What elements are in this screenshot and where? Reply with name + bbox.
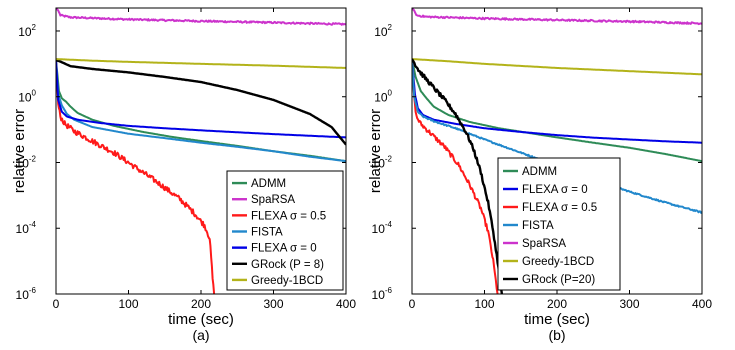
y-tick-label: 10-2 [16,154,37,170]
panel-label: (a) [192,327,209,343]
x-tick-label: 0 [53,297,60,311]
legend-label: FISTA [251,227,283,239]
x-tick-label: 400 [336,297,356,311]
x-tick-label: 300 [263,297,283,311]
y-tick-label: 102 [18,23,36,39]
legend-label: FLEXA σ = 0 [251,243,317,255]
legend-label: Greedy-1BCD [522,256,594,268]
series-line [412,58,702,76]
series-line [412,58,504,294]
y-tick-label: 100 [374,89,392,105]
series-line [56,8,346,26]
x-tick-label: 200 [191,297,211,311]
series-line [412,59,499,294]
y-tick-label: 102 [374,23,392,39]
series-line [412,8,702,26]
series-lines [56,8,346,294]
x-axis-label: time (sec) [524,311,590,328]
chart-panel: 0 100 200 300 400 10-6 10-4 10-2 100 102 time (sec… [367,7,712,343]
y-tick-label: 10-6 [372,286,393,302]
y-tick-label: 10-4 [16,220,37,236]
x-axis-label: time (sec) [168,311,234,328]
legend-label: FISTA [522,220,554,232]
legend-label: SpaRSA [251,194,295,206]
legend-label: FLEXA σ = 0 [522,184,588,196]
legend-label: Greedy-1BCD [251,275,323,287]
legend-label: SpaRSA [522,238,566,250]
legend: ADMM SpaRSA FLEXA σ = 0.5 FISTA FLEXA σ = 0 G… [226,170,344,291]
y-tick-label: 10-2 [372,154,393,170]
series-line [412,58,702,163]
series-line [56,58,346,146]
x-tick-label: 100 [118,297,138,311]
y-tick-label: 100 [18,89,36,105]
x-tick-label: 200 [547,297,567,311]
legend-label: GRock (P=20) [522,274,595,286]
y-axis-label: relative error [11,109,28,193]
x-tick-label: 400 [692,297,712,311]
series-line [56,58,346,69]
x-tick-label: 300 [619,297,639,311]
chart-panel: 0 100 200 300 400 10-6 10-4 10-2 100 102 time (sec… [11,7,356,343]
legend-label: GRock (P = 8) [251,259,324,271]
legend-label: FLEXA σ = 0.5 [251,210,326,222]
y-tick-label: 10-6 [16,286,37,302]
x-tick-label: 100 [474,297,494,311]
legend-label: FLEXA σ = 0.5 [522,202,597,214]
y-axis-label: relative error [367,109,384,193]
panel-label: (b) [548,327,565,343]
legend: ADMM FLEXA σ = 0 FLEXA σ = 0.5 FISTA SpaRSA G… [497,157,621,291]
x-tick-label: 0 [409,297,416,311]
legend-box [497,157,621,291]
legend-label: ADMM [522,166,557,178]
legend-label: ADMM [251,178,286,190]
series-line [412,59,702,144]
y-tick-label: 10-4 [372,220,393,236]
series-line [56,60,346,163]
series-line [56,61,216,294]
series-line [56,60,346,139]
